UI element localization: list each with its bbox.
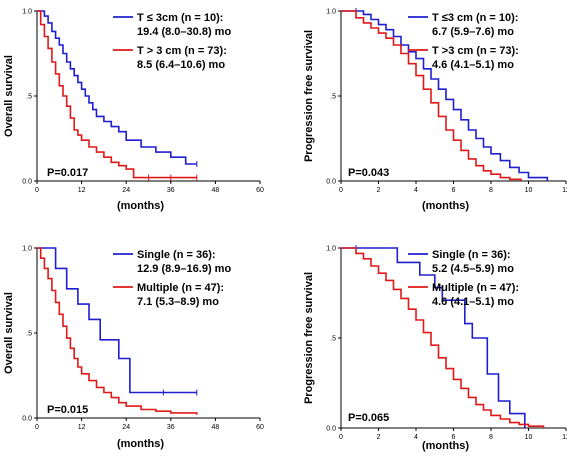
legend-label: T > 3 cm (n = 73): (137, 45, 227, 57)
chart-panel-1: 0 12 24 36 48 60 0.0 .5 1.0 Overall survival (mont… (3, 9, 264, 213)
x-tick-label: 0 (35, 424, 39, 431)
y-tick-label: 1.0 (326, 9, 336, 16)
y-tick-label: 1.0 (22, 246, 32, 253)
legend-label: 6.7 (5.9–7.6) mo (432, 26, 514, 38)
legend-label: Single (n = 36): (137, 249, 216, 261)
x-axis-title: (months) (422, 200, 469, 212)
y-tick-label: 0.0 (326, 426, 336, 433)
y-tick-label: 0.0 (22, 416, 32, 423)
x-tick-label: 36 (167, 424, 175, 431)
x-tick-label: 8 (489, 434, 493, 441)
legend-label: 4.6 (4.1–5.1) mo (432, 59, 514, 71)
x-axis-title: (months) (422, 440, 469, 452)
legend-label: 19.4 (8.0–30.8) mo (137, 26, 231, 38)
x-axis-title: (months) (117, 438, 164, 450)
legend-label: 7.1 (5.3–8.9) mo (137, 296, 219, 308)
series-line-red (37, 10, 197, 179)
x-tick-label: 36 (167, 187, 175, 194)
x-tick-label: 24 (122, 187, 130, 194)
chart-panel-4: 0 2 4 6 8 10 12 0.0 .5 1.0 Progression free surviv… (303, 245, 567, 452)
y-axis-title: Overall survival (3, 292, 15, 374)
y-tick-label: .5 (26, 94, 32, 101)
x-tick-label: 48 (212, 424, 220, 431)
series-line-blue (37, 247, 197, 394)
x-tick-label: 6 (452, 434, 456, 441)
x-tick-label: 48 (212, 187, 220, 194)
y-tick-label: 1.0 (22, 9, 32, 16)
p-value-label: P=0.017 (47, 167, 88, 179)
x-tick-label: 0 (339, 187, 343, 194)
x-tick-label: 10 (525, 187, 533, 194)
x-tick-label: 8 (489, 187, 493, 194)
p-value-label: P=0.043 (348, 167, 389, 179)
y-tick-label: 0.0 (326, 179, 336, 186)
y-tick-label: 0.0 (22, 179, 32, 186)
legend-label: T ≤ 3cm (n = 10): (137, 12, 223, 24)
legend-label: Multiple (n = 47): (137, 282, 224, 294)
x-tick-label: 12 (78, 424, 86, 431)
y-tick-label: 1.0 (326, 246, 336, 253)
x-axis-title: (months) (117, 200, 164, 212)
x-tick-label: 60 (256, 187, 264, 194)
series-line-blue (341, 247, 526, 428)
x-tick-label: 2 (377, 187, 381, 194)
x-tick-label: 60 (256, 424, 264, 431)
legend-label: T >3 cm (n = 73): (432, 45, 519, 57)
y-tick-label: .5 (330, 336, 336, 343)
x-tick-label: 12 (562, 187, 567, 194)
legend-label: T ≤3 cm (n = 10): (432, 12, 518, 24)
series-line-red (341, 247, 545, 428)
series-line-red (37, 247, 198, 415)
x-tick-label: 2 (377, 434, 381, 441)
series-line-blue (341, 10, 549, 181)
y-axis-title: Progression free survival (303, 272, 315, 404)
x-tick-label: 0 (35, 187, 39, 194)
x-tick-label: 12 (78, 187, 86, 194)
legend-label: 8.5 (6.4–10.6) mo (137, 59, 225, 71)
p-value-label: P=0.065 (348, 412, 389, 424)
series-line-red (341, 10, 522, 181)
series-line-blue (37, 10, 197, 165)
chart-panel-3: 0 12 24 36 48 60 0.0 .5 1.0 Overall survival (mont… (3, 246, 264, 451)
x-tick-label: 24 (122, 424, 130, 431)
legend-label: 4.6 (4.1–5.1) mo (432, 296, 514, 308)
p-value-label: P=0.015 (47, 404, 88, 416)
x-tick-label: 12 (562, 434, 567, 441)
chart-panel-2: 0 2 4 6 8 10 12 0.0 .5 1.0 Progression free surviv… (303, 8, 567, 212)
y-tick-label: .5 (330, 94, 336, 101)
legend-label: Multiple (n = 47): (432, 282, 519, 294)
x-tick-label: 4 (414, 187, 418, 194)
legend-label: 12.9 (8.9–16.9) mo (137, 263, 231, 275)
y-axis-title: Overall survival (3, 55, 15, 137)
x-tick-label: 6 (452, 187, 456, 194)
x-tick-label: 0 (339, 434, 343, 441)
y-axis-title: Progression free survival (303, 30, 315, 162)
x-tick-label: 10 (525, 434, 533, 441)
x-tick-label: 4 (414, 434, 418, 441)
y-tick-label: .5 (26, 331, 32, 338)
legend-label: Single (n = 36): (432, 249, 511, 261)
legend-label: 5.2 (4.5–5.9) mo (432, 263, 514, 275)
